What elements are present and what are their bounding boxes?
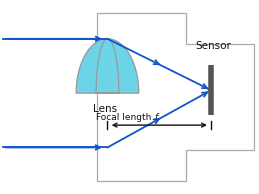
Text: Lens: Lens xyxy=(93,104,117,114)
Text: f: f xyxy=(154,113,157,122)
Polygon shape xyxy=(97,13,254,181)
Text: Sensor: Sensor xyxy=(196,41,232,51)
Polygon shape xyxy=(76,39,139,93)
Text: Focal length: Focal length xyxy=(96,113,154,122)
